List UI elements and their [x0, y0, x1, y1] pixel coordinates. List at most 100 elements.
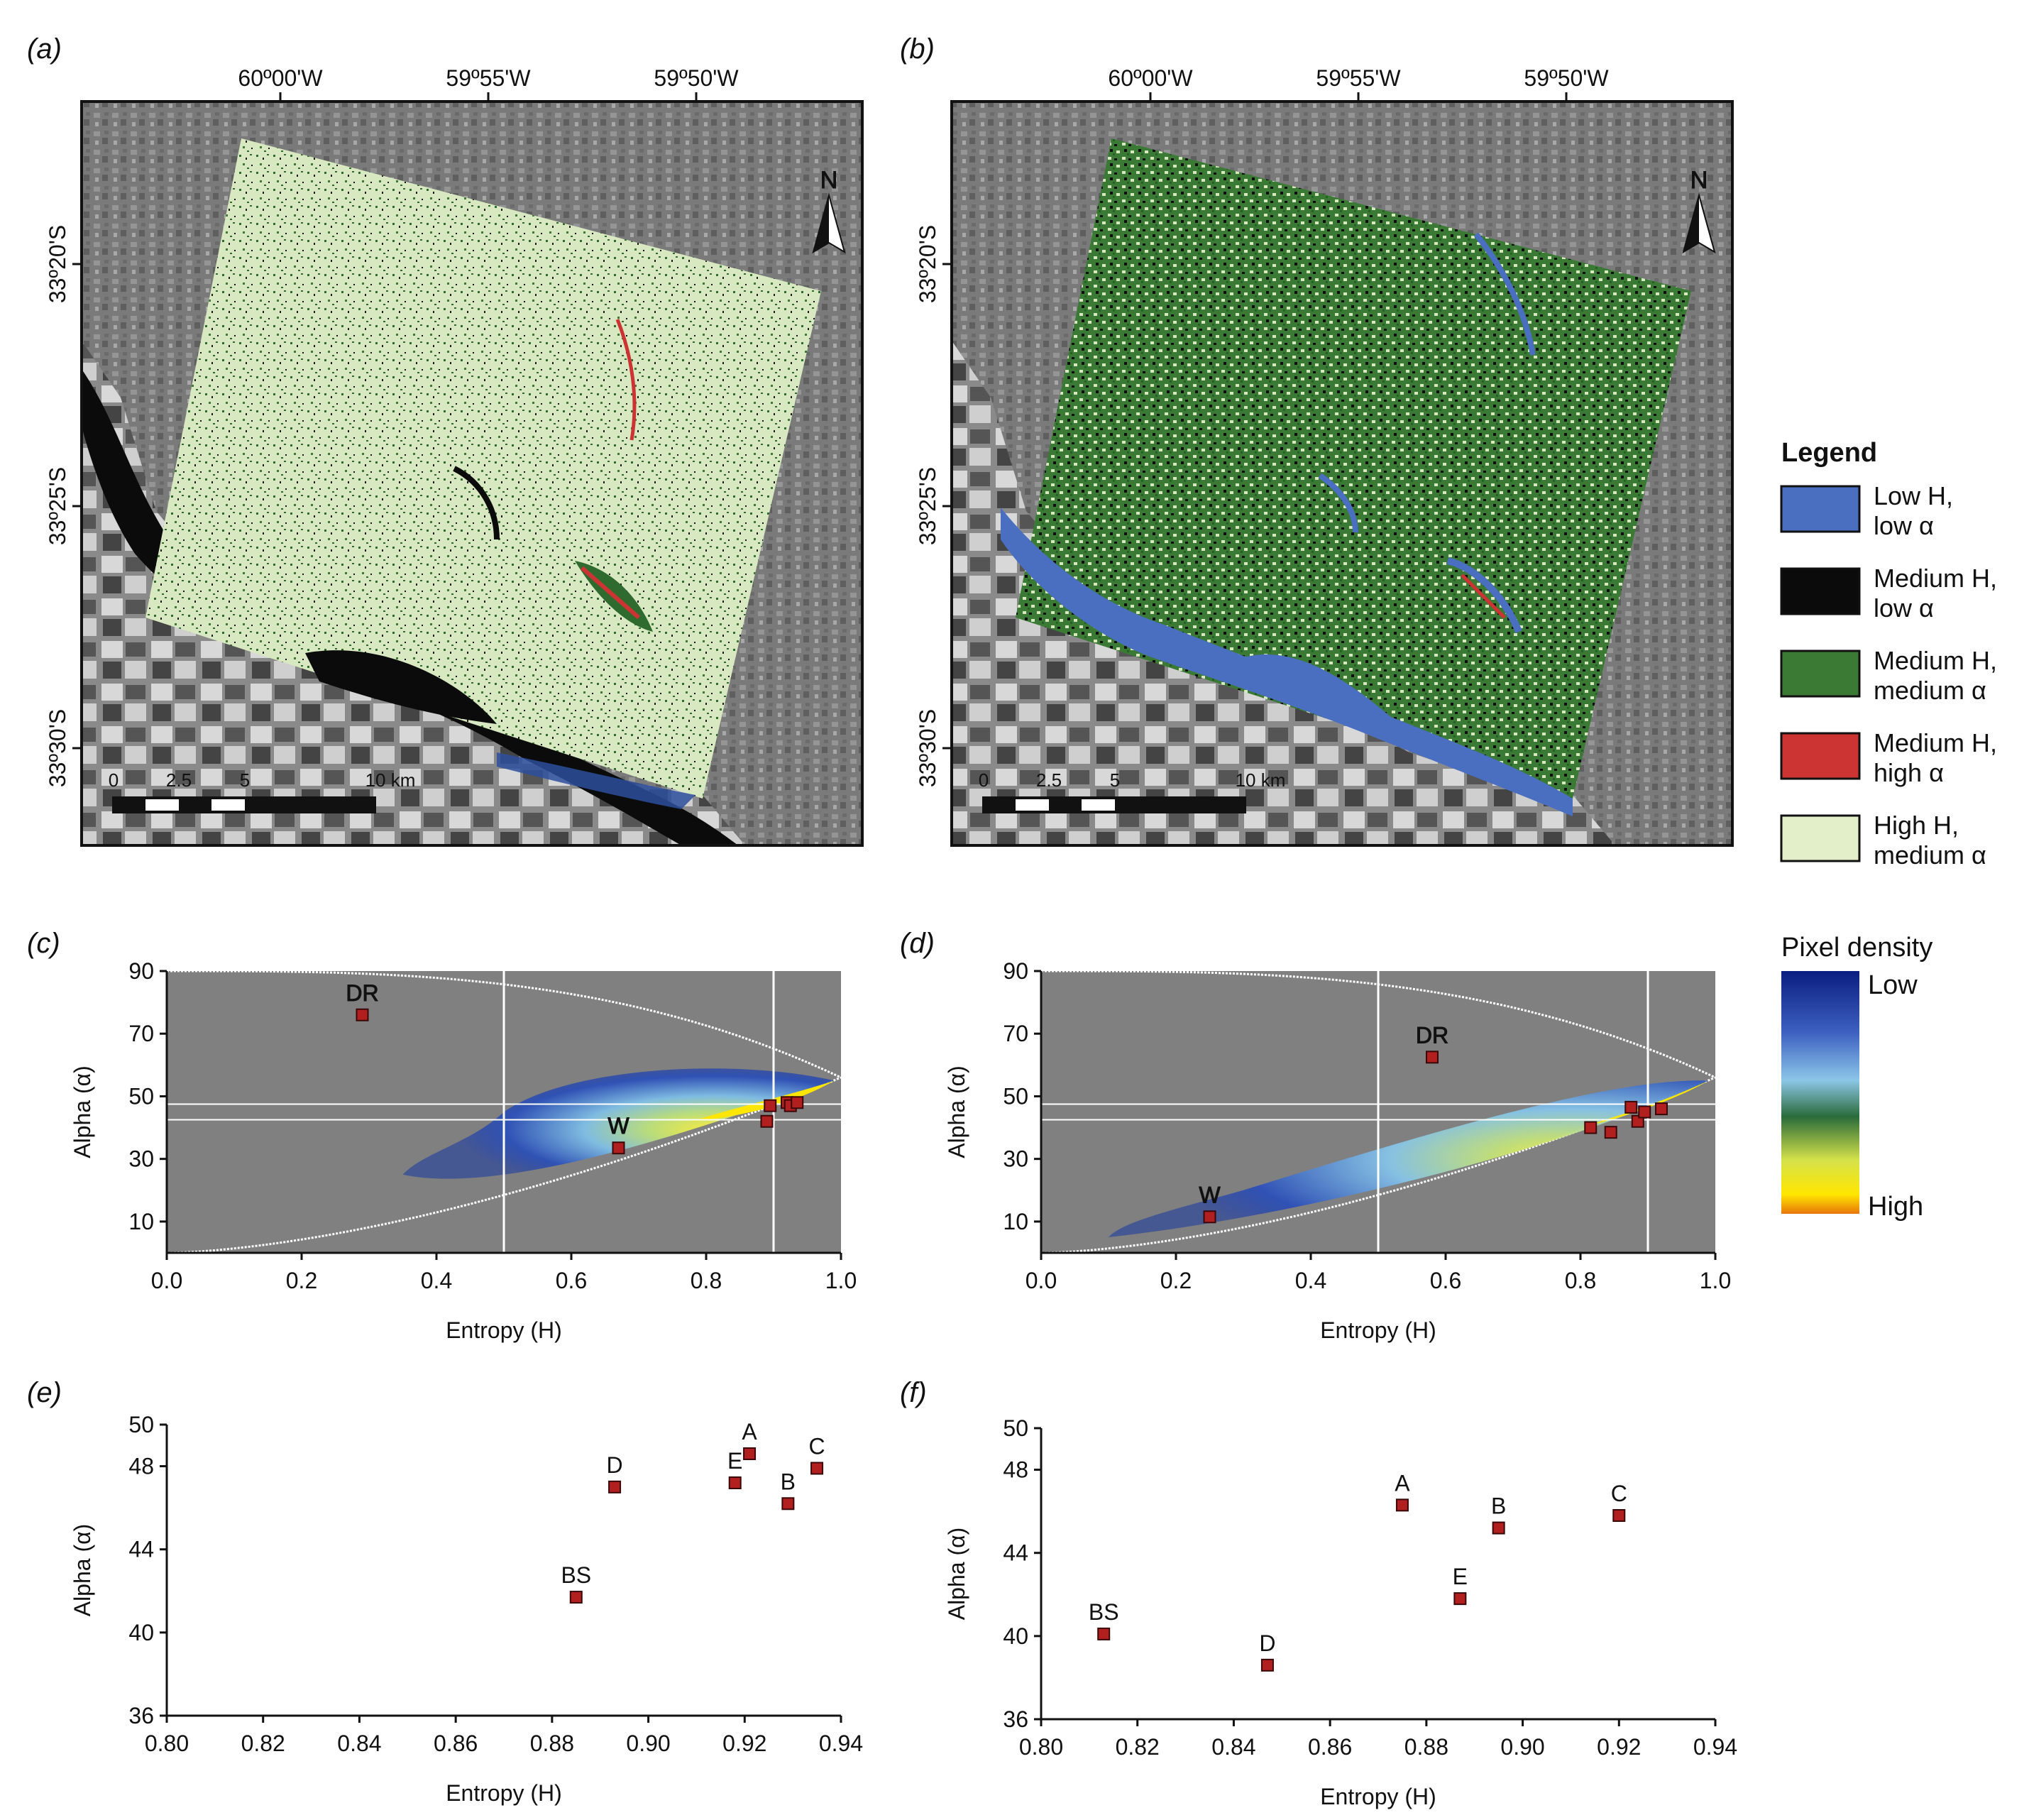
- boundary-curve-lower: [166, 1076, 842, 1254]
- legend-swatch: [1780, 814, 1861, 862]
- legend-swatch: [1780, 485, 1861, 533]
- scale-bar-b: 0 2.5 5 10 km: [979, 769, 1285, 813]
- point-label: D: [1259, 1630, 1275, 1656]
- legend-item-line1: Medium H,: [1874, 564, 1997, 593]
- map-a: [80, 100, 864, 847]
- high-alpha-pixels: [1461, 574, 1506, 619]
- point-label: BS: [561, 1562, 591, 1588]
- y-tick-label: 36: [1003, 1706, 1028, 1732]
- x-tick-label: 0.86: [434, 1731, 478, 1756]
- legend-swatch: [1780, 567, 1861, 615]
- point-label: E: [727, 1448, 742, 1474]
- point-label: D: [607, 1452, 623, 1478]
- data-point: [810, 1462, 824, 1475]
- data-point: [1638, 1105, 1651, 1119]
- scale-tick: 2.5: [166, 769, 192, 791]
- map-b-lat-ticks: 33º20'S 33º25'S 33º30'S: [915, 225, 940, 787]
- y-tick-label: 30: [128, 1146, 154, 1172]
- point-label: C: [1611, 1481, 1627, 1506]
- x-tick-label: 0.2: [286, 1268, 317, 1293]
- y-tick-label: 10: [1003, 1209, 1028, 1234]
- density-legend-title: Pixel density: [1781, 933, 1932, 963]
- y-tick-label: 70: [1003, 1021, 1028, 1046]
- y-tick-label: 10: [128, 1209, 154, 1234]
- point-label: C: [809, 1434, 825, 1459]
- x-tick-label: 0.94: [819, 1731, 863, 1756]
- point-label: W: [607, 1113, 629, 1139]
- x-tick-label: 0.0: [151, 1268, 182, 1293]
- water-pixels: [497, 752, 695, 809]
- x-tick-label: 0.84: [337, 1731, 381, 1756]
- data-point: [728, 1476, 742, 1489]
- density-low-label: Low: [1868, 970, 1918, 1000]
- x-tick-label: 1.0: [1700, 1268, 1731, 1293]
- map-frame: [80, 100, 864, 847]
- panel-label-a: (a): [27, 33, 62, 65]
- legend-item-line2: high α: [1874, 758, 1944, 787]
- x-tick-label: 0.84: [1211, 1734, 1255, 1760]
- x-axis-label: Entropy (H): [446, 1780, 562, 1806]
- y-tick-label: 90: [1003, 958, 1028, 984]
- map-frame: [950, 100, 1734, 847]
- lat-tick: 33º25'S: [45, 467, 70, 545]
- x-tick-label: 0.80: [1019, 1734, 1063, 1760]
- legend-item-line1: Medium H,: [1874, 646, 1997, 675]
- data-point: [1584, 1121, 1598, 1134]
- channel: [453, 466, 500, 540]
- panel-label-e: (e): [27, 1377, 62, 1408]
- y-tick-label: 48: [1003, 1457, 1028, 1483]
- lon-tick: 60º00'W: [238, 65, 323, 91]
- x-tick-label: 0.4: [1295, 1268, 1326, 1293]
- y-axis-label: Alpha (α): [944, 1065, 969, 1158]
- scale-tick: 10 km: [365, 769, 416, 791]
- open-water: [1001, 508, 1573, 816]
- river-channel: [305, 650, 497, 724]
- y-tick-label: 40: [1003, 1623, 1028, 1649]
- density-cloud: [402, 1068, 835, 1179]
- lon-tick: 59º50'W: [654, 65, 739, 91]
- x-tick-label: 0.90: [626, 1731, 670, 1756]
- high-alpha-pixels: [581, 566, 640, 620]
- scale-tick: 5: [1110, 769, 1120, 791]
- lat-tick: 33º25'S: [915, 467, 940, 545]
- x-tick-label: 1.0: [825, 1268, 857, 1293]
- point-label: A: [1395, 1470, 1410, 1496]
- lat-tick: 33º20'S: [915, 225, 940, 303]
- lat-tick: 33º30'S: [915, 709, 940, 787]
- x-tick-label: 0.0: [1026, 1268, 1057, 1293]
- data-point: [1631, 1114, 1644, 1128]
- legend-item-line2: low α: [1874, 593, 1934, 623]
- point-label: B: [1491, 1493, 1506, 1519]
- data-point: [569, 1591, 583, 1604]
- open-water: [1446, 557, 1522, 633]
- x-tick-label: 0.4: [421, 1268, 452, 1293]
- lat-tick: 33º20'S: [45, 225, 70, 303]
- x-tick-label: 0.6: [556, 1268, 587, 1293]
- y-axis-label: Alpha (α): [70, 1065, 95, 1158]
- x-tick-label: 0.94: [1693, 1734, 1737, 1760]
- data-point: [764, 1099, 777, 1112]
- lon-tick: 60º00'W: [1108, 65, 1193, 91]
- y-tick-label: 30: [1003, 1146, 1028, 1172]
- y-axis-label: Alpha (α): [70, 1524, 95, 1617]
- legend-item-line1: Low H,: [1874, 481, 1953, 510]
- data-point: [1260, 1658, 1274, 1672]
- x-tick-label: 0.2: [1160, 1268, 1192, 1293]
- scale-bar-a: 0 2.5 5 10 km: [109, 769, 416, 813]
- point-label: W: [1199, 1182, 1221, 1207]
- point-label: DR: [346, 980, 378, 1006]
- x-tick-label: 0.6: [1430, 1268, 1461, 1293]
- x-tick-label: 0.8: [1565, 1268, 1596, 1293]
- x-tick-label: 0.8: [691, 1268, 722, 1293]
- data-point: [1203, 1210, 1216, 1224]
- y-tick-label: 50: [1003, 1083, 1028, 1109]
- plot-d: 0.0 0.2 0.4 0.6 0.8 1.0 10 30 50 70 90 Entropy (H) A…: [944, 958, 1731, 1343]
- legend-item-line2: low α: [1874, 511, 1934, 540]
- open-water: [1473, 232, 1536, 356]
- x-axis-label: Entropy (H): [446, 1317, 562, 1343]
- scale-tick: 0: [979, 769, 989, 791]
- lat-tick: 33º30'S: [45, 709, 70, 787]
- data-point: [1453, 1592, 1467, 1606]
- density-high-label: High: [1868, 1192, 1923, 1222]
